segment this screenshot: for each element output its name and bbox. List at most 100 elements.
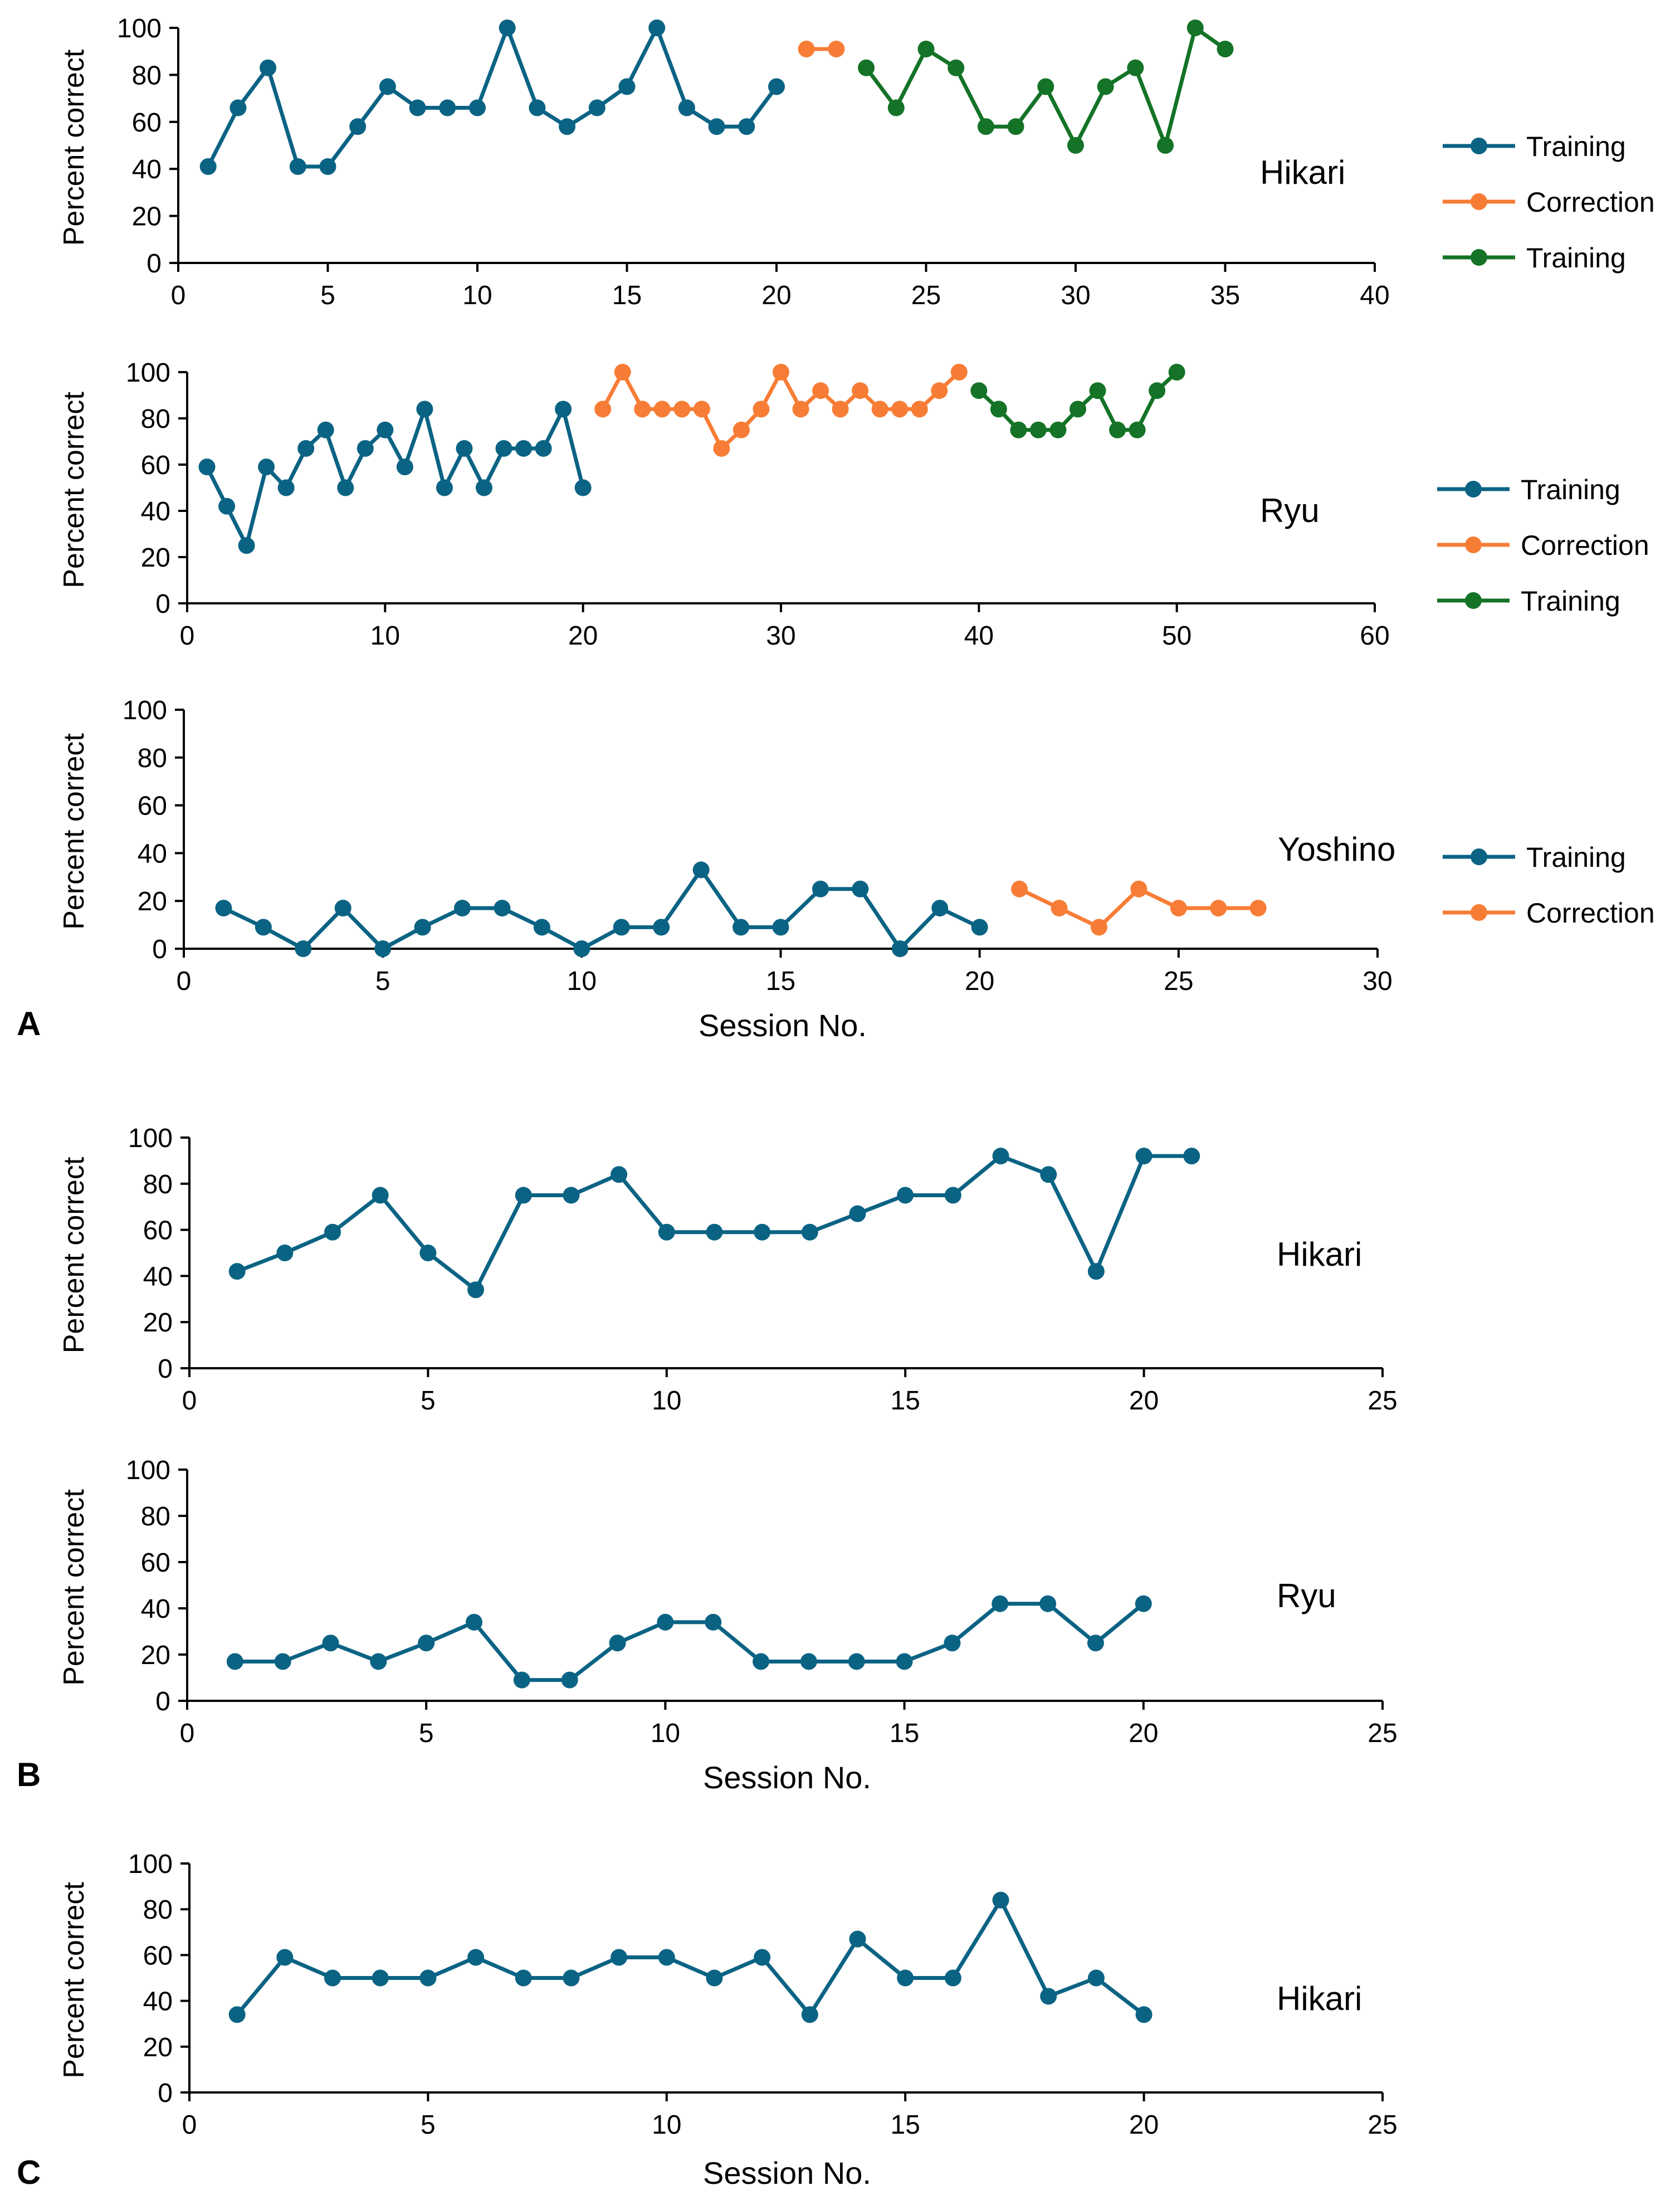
y-axis-label: Percent correct — [58, 1157, 90, 1353]
data-point — [891, 401, 909, 418]
data-point — [1040, 1166, 1057, 1183]
legend-marker — [1465, 536, 1482, 553]
data-point — [561, 1671, 578, 1689]
data-point — [1109, 421, 1126, 438]
data-point — [439, 99, 456, 116]
y-tick-label: 80 — [143, 1170, 173, 1199]
series-line — [206, 26, 779, 169]
data-point — [419, 1969, 437, 1987]
y-axis-label: Percent correct — [58, 733, 90, 930]
x-tick-label: 20 — [1129, 1386, 1159, 1416]
data-point — [372, 1969, 389, 1987]
y-tick-label: 60 — [138, 792, 167, 821]
subject-label: Hikari — [1277, 1980, 1362, 2017]
y-tick-label: 80 — [132, 61, 162, 90]
data-point — [653, 401, 671, 418]
data-point — [322, 1635, 339, 1652]
data-point — [370, 1653, 387, 1670]
data-point — [559, 118, 576, 135]
data-point — [658, 1949, 675, 1966]
x-tick-label: 40 — [964, 621, 994, 651]
data-point — [1010, 421, 1027, 438]
data-point — [1135, 2006, 1152, 2023]
data-point — [499, 19, 516, 36]
data-point — [228, 2006, 246, 2023]
legend-label: Training — [1526, 131, 1626, 162]
data-point — [801, 1223, 818, 1241]
data-point — [319, 158, 336, 175]
data-point — [832, 401, 849, 418]
data-point — [792, 401, 809, 418]
x-axis-label: Session No. — [703, 2155, 871, 2191]
data-point — [768, 78, 785, 95]
data-point — [1007, 118, 1024, 135]
data-point — [828, 40, 845, 57]
data-point — [409, 99, 426, 116]
data-point — [1087, 1263, 1105, 1280]
x-tick-label: 5 — [320, 281, 335, 310]
x-tick-label: 25 — [1368, 1386, 1397, 1416]
data-point — [1029, 421, 1047, 438]
data-point — [970, 382, 988, 399]
data-point — [372, 1187, 389, 1204]
data-point — [713, 440, 730, 457]
data-point — [812, 880, 829, 897]
data-point — [469, 99, 486, 116]
y-tick-label: 100 — [126, 1456, 170, 1485]
data-point — [891, 940, 909, 957]
data-point — [198, 458, 216, 476]
data-point — [535, 440, 552, 457]
subject-label: Yoshino — [1278, 831, 1395, 868]
data-point — [849, 1930, 866, 1948]
data-point — [950, 364, 968, 380]
data-point — [356, 440, 374, 457]
legend-label: Training — [1521, 474, 1620, 505]
y-tick-label: 20 — [132, 202, 162, 232]
legend-marker — [1471, 848, 1487, 865]
panel-label: A — [17, 1005, 41, 1042]
y-tick-label: 60 — [141, 451, 170, 480]
x-tick-label: 15 — [766, 967, 795, 996]
legend-label: Training — [1521, 586, 1620, 617]
x-tick-label: 25 — [1164, 967, 1193, 996]
series-line — [235, 1898, 1146, 2017]
data-point — [377, 421, 394, 438]
y-tick-label: 60 — [143, 1941, 173, 1970]
data-point — [754, 1223, 771, 1241]
data-point — [738, 118, 755, 135]
legend-marker — [1471, 904, 1487, 921]
x-tick-label: 5 — [419, 1719, 434, 1748]
data-point — [1249, 900, 1267, 917]
data-point — [276, 1949, 294, 1966]
y-tick-label: 100 — [126, 358, 170, 388]
data-point — [374, 940, 392, 957]
x-tick-label: 20 — [965, 967, 994, 996]
data-point — [533, 919, 550, 936]
data-point — [1087, 1969, 1105, 1987]
data-point — [798, 40, 815, 57]
data-point — [467, 1949, 485, 1966]
data-point — [992, 1595, 1009, 1612]
y-tick-label: 60 — [141, 1548, 170, 1578]
data-point — [555, 401, 572, 418]
data-point — [931, 900, 949, 917]
x-tick-label: 10 — [567, 967, 597, 996]
y-tick-label: 100 — [123, 696, 167, 725]
data-point — [849, 1205, 866, 1222]
data-point — [228, 1263, 246, 1280]
data-point — [648, 19, 666, 36]
x-tick-label: 10 — [462, 281, 492, 310]
data-point — [529, 99, 546, 116]
x-tick-label: 20 — [568, 621, 598, 651]
data-point — [673, 401, 691, 418]
data-point — [897, 1969, 914, 1987]
data-point — [897, 1187, 914, 1204]
x-tick-label: 10 — [652, 1386, 681, 1416]
data-point — [848, 1653, 865, 1670]
data-point — [436, 479, 453, 496]
data-point — [1217, 40, 1234, 57]
data-point — [466, 1613, 483, 1631]
legend-label: Training — [1526, 842, 1626, 873]
data-point — [618, 78, 636, 95]
data-point — [573, 940, 590, 957]
